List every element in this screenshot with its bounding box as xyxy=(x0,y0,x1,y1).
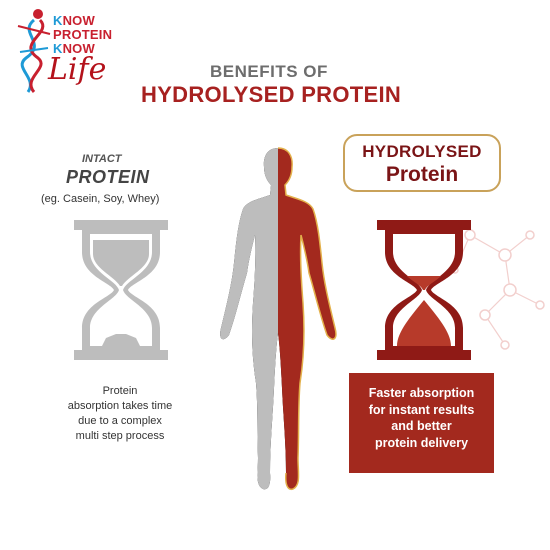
intact-label: INTACT xyxy=(82,153,122,165)
brand-logo: KNOW PROTEIN KNOW Life xyxy=(8,8,123,98)
logo-line-know-1: KNOW xyxy=(53,13,95,28)
hydrolysed-caption-box: Faster absorption for instant results an… xyxy=(349,373,494,473)
intact-caption-line: multi step process xyxy=(75,430,165,442)
intact-examples: (eg. Casein, Soy, Whey) xyxy=(41,193,160,205)
badge-line-protein: Protein xyxy=(385,163,459,186)
hydrolysed-caption-line: protein delivery xyxy=(374,435,469,450)
hourglass-gray-icon xyxy=(74,220,168,360)
intact-protein-label: PROTEIN xyxy=(66,167,150,187)
molecule-icon xyxy=(451,229,545,350)
hydrolysed-caption-line: for instant results xyxy=(368,402,475,417)
badge-line-hydrolysed: HYDROLYSED xyxy=(362,142,482,161)
intact-caption-line: Protein xyxy=(102,385,138,397)
hourglass-red-icon xyxy=(377,220,471,360)
intact-caption-line: due to a complex xyxy=(78,415,162,427)
hydrolysed-caption-line: Faster absorption xyxy=(368,386,475,400)
logo-script-word: Life xyxy=(48,52,107,87)
intact-caption: Protein absorption takes time due to a c… xyxy=(40,384,200,444)
hydrolysed-protein-badge: HYDROLYSED Protein xyxy=(343,134,501,192)
heading-subtitle: BENEFITS OF xyxy=(210,62,328,81)
hydrolysed-caption-line: and better xyxy=(391,419,452,433)
dna-figure-icon xyxy=(17,9,51,93)
logo-line-protein: PROTEIN xyxy=(53,27,113,42)
human-body-icon xyxy=(220,147,337,491)
intact-caption-line: absorption takes time xyxy=(67,400,173,412)
logo-line-know-2: KNOW xyxy=(53,41,95,56)
heading-title: HYDROLYSED PROTEIN xyxy=(141,82,402,107)
